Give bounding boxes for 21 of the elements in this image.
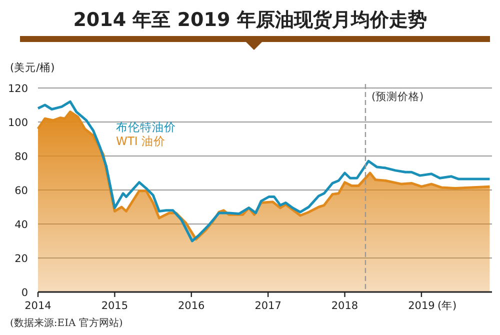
x-tick-label: 2019 <box>408 300 435 312</box>
y-tick-label: 100 <box>8 117 28 129</box>
x-tick-label: 2016 <box>178 300 206 312</box>
y-tick-label: 120 <box>8 83 28 95</box>
x-tick-label: 2015 <box>101 300 128 312</box>
y-tick-label: 0 <box>21 287 28 299</box>
x-tick-label: 2018 <box>331 300 358 312</box>
y-axis-title: (美元/桶) <box>10 61 55 74</box>
ref-line-label: (预测价格) <box>371 91 424 103</box>
series-label: 布伦特油价 <box>116 120 176 134</box>
y-tick-label: 80 <box>14 151 28 163</box>
line-series <box>36 100 491 242</box>
y-tick-label: 40 <box>14 219 28 231</box>
series-label: WTI 油价 <box>116 134 166 148</box>
text: (数据来源:EIA 官方网站) <box>10 317 123 329</box>
chart-title: 2014 年至 2019 年原油现货月均价走势 <box>73 9 427 31</box>
y-tick-label: 20 <box>14 253 28 265</box>
x-axis-title: (年) <box>437 300 457 312</box>
x-tick-label: 2014 <box>24 300 52 312</box>
x-tick-label: 2017 <box>254 300 282 312</box>
y-tick-label: 60 <box>14 185 28 197</box>
